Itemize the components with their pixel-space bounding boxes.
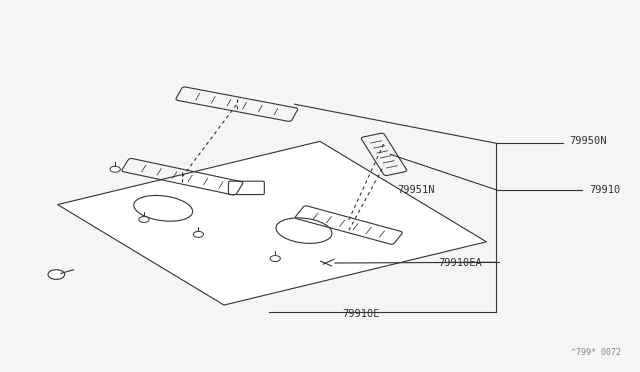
Text: ^799* 0072: ^799* 0072: [571, 348, 621, 357]
FancyBboxPatch shape: [228, 181, 264, 195]
Polygon shape: [58, 141, 486, 305]
Ellipse shape: [276, 218, 332, 243]
Text: 79951N: 79951N: [397, 185, 435, 195]
Circle shape: [110, 166, 120, 172]
Text: 79910: 79910: [589, 185, 620, 195]
Text: 79910EA: 79910EA: [438, 258, 482, 268]
Circle shape: [139, 217, 149, 222]
Circle shape: [193, 231, 204, 237]
Circle shape: [270, 256, 280, 262]
Circle shape: [48, 270, 65, 279]
Text: 79910E: 79910E: [342, 310, 380, 319]
Text: 79950N: 79950N: [570, 137, 607, 146]
Ellipse shape: [134, 195, 193, 221]
